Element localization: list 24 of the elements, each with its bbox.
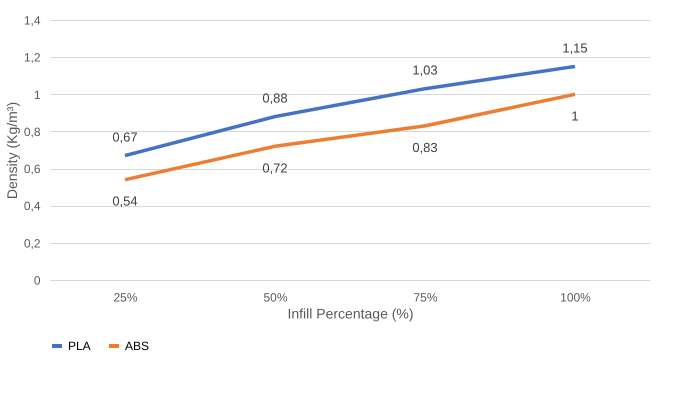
y-tick-label: 1,2 (24, 50, 41, 65)
y-tick-label: 1,4 (24, 14, 41, 28)
legend-label: PLA (68, 339, 91, 353)
y-tick-label: 1 (34, 88, 41, 102)
data-label: 0,72 (262, 160, 288, 176)
y-tick-label: 0,2 (24, 236, 41, 250)
y-tick-label: 0,4 (24, 199, 41, 214)
data-label: 1,15 (562, 40, 588, 56)
x-tick-label: 25% (113, 290, 138, 304)
data-label: 0,88 (262, 90, 288, 106)
data-label: 1,03 (412, 62, 438, 78)
data-label: 0,54 (112, 194, 138, 209)
legend-label: ABS (125, 339, 150, 353)
data-label: 0,83 (412, 140, 438, 155)
data-label: 1 (571, 108, 579, 124)
y-tick-label: 0,6 (24, 162, 41, 176)
data-label: 0,67 (112, 130, 138, 145)
x-tick-label: 50% (263, 290, 288, 304)
y-tick-label: 0,8 (24, 124, 41, 139)
x-tick-label: 100% (560, 290, 592, 304)
y-tick-label: 0 (34, 274, 41, 288)
x-tick-label: 75% (413, 290, 438, 304)
y-axis-title: Density (Kg/m³) (4, 102, 20, 200)
x-axis-title: Infill Percentage (%) (287, 306, 414, 322)
